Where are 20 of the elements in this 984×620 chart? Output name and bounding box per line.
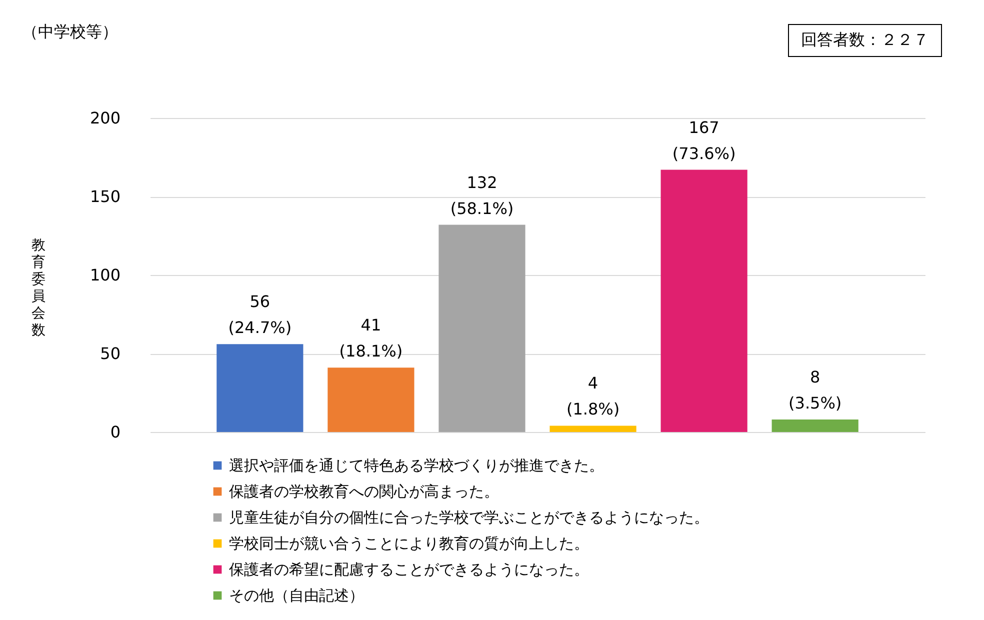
data-label: 41 (18.1%): [339, 316, 403, 361]
text: （中学校等）: [22, 22, 118, 43]
y-tick-label: 100: [90, 266, 120, 284]
data-label: 132 (58.1%): [450, 172, 514, 218]
y-tick-label: 50: [100, 344, 120, 363]
data-label: 167 (73.6%): [672, 118, 736, 163]
y-axis-title: 教育委員会数: [32, 238, 46, 338]
y-tick-label: 150: [90, 187, 120, 206]
data-label: 8 (3.5%): [788, 367, 842, 412]
y-tick-label: 0: [110, 422, 120, 442]
data-label: 56 (24.7%): [228, 292, 292, 338]
legend-label: その他（自由記述）: [229, 586, 364, 604]
y-tick-label: 200: [90, 108, 120, 128]
legend-label: 学校同士が競い合うことにより教育の質が向上した。: [229, 534, 589, 552]
legend-label: 児童生徒が自分の個性に合った学校で学ぶことができるようになった。: [229, 508, 709, 526]
legend-label: 選択や評価を通じて特色ある学校づくりが推進できた。: [229, 456, 604, 474]
data-label: 4 (1.8%): [566, 374, 620, 419]
legend-label: 保護者の学校教育への関心が高まった。: [229, 482, 499, 500]
text: 回答者数：２２７: [788, 24, 942, 57]
legend-label: 保護者の希望に配慮することができるようになった。: [229, 560, 589, 578]
